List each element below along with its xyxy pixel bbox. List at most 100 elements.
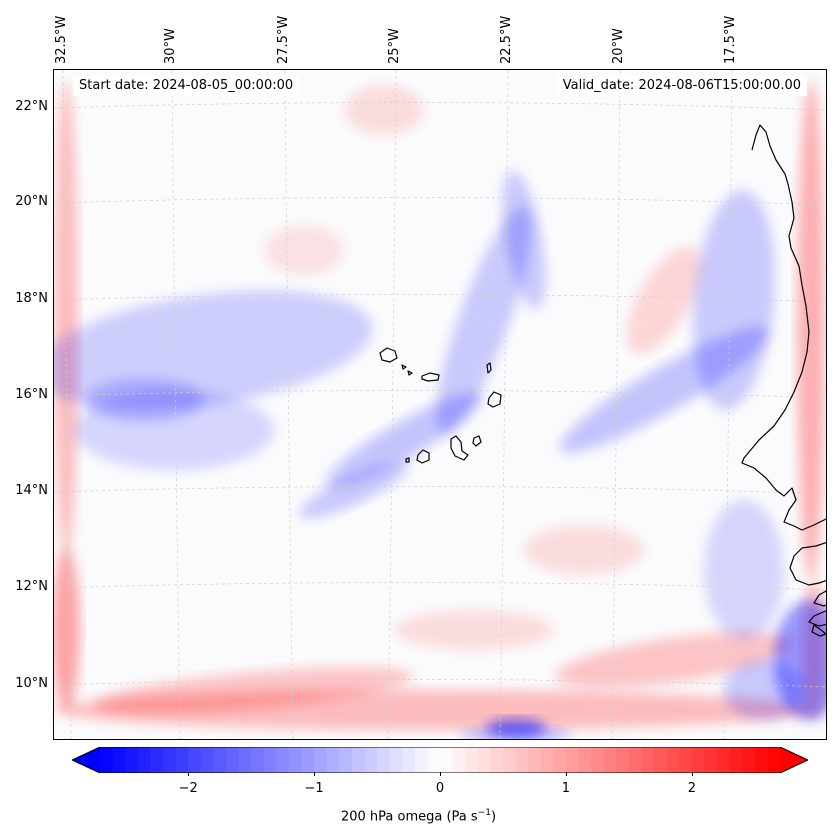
colorbar-segment <box>351 747 365 773</box>
omega-contour <box>54 80 78 560</box>
colorbar-segment <box>565 747 580 773</box>
colorbar-segment <box>666 747 680 773</box>
meridian-line <box>723 70 733 739</box>
lat-label: 14°N <box>15 483 48 498</box>
colorbar-segment <box>628 747 642 773</box>
colorbar-segment <box>100 747 114 773</box>
coastline <box>487 391 502 408</box>
lat-label: 10°N <box>15 676 48 691</box>
omega-contour <box>84 378 204 422</box>
meridian-line <box>387 70 397 739</box>
omega-contour <box>461 727 571 739</box>
colorbar-segment <box>578 747 592 773</box>
omega-contour <box>344 85 424 135</box>
coastline <box>741 124 826 531</box>
colorbar-segment <box>603 747 617 773</box>
colorbar-swatches <box>72 747 808 773</box>
omega-field-map <box>54 70 826 739</box>
coastline <box>813 590 826 607</box>
coastline <box>789 542 826 586</box>
colorbar-extend-high <box>780 747 808 773</box>
colorbar-segment <box>188 747 202 773</box>
omega-contour <box>54 290 373 410</box>
colorbar-segment <box>339 747 353 773</box>
colorbar-segment <box>251 747 265 773</box>
colorbar-segment <box>377 747 391 773</box>
colorbar-segment <box>490 747 504 773</box>
omega-contour <box>524 525 644 575</box>
graticule <box>54 70 826 739</box>
colorbar-segment <box>502 747 517 773</box>
lat-label: 16°N <box>15 387 48 402</box>
colorbar-segment <box>440 747 454 773</box>
parallel-line <box>54 486 826 495</box>
meridian-line <box>284 70 294 739</box>
omega-contour <box>555 632 793 688</box>
colorbar-segment <box>238 747 252 773</box>
start-date-label: Start date: 2024-08-05_00:00:00 <box>73 76 300 96</box>
omega-contour <box>54 550 80 710</box>
colorbar-segment <box>477 747 491 773</box>
parallel-line <box>54 294 826 303</box>
omega-contour <box>797 80 825 580</box>
colorbar-segment <box>616 747 630 773</box>
colorbar-segment <box>414 747 428 773</box>
meridian-line <box>499 70 509 739</box>
colorbar-segment <box>654 747 668 773</box>
coastline <box>811 624 826 637</box>
colorbar <box>72 747 808 773</box>
coastline <box>486 362 492 374</box>
omega-contour <box>394 610 554 650</box>
omega-contour <box>724 660 804 720</box>
lon-label: 30°W <box>163 28 178 64</box>
colorbar-segment <box>679 747 693 773</box>
lon-label: 20°W <box>611 28 626 64</box>
lat-label: 18°N <box>15 291 48 306</box>
colorbar-segment <box>427 747 441 773</box>
colorbar-segment <box>641 747 655 773</box>
coastline <box>450 435 469 461</box>
lon-label: 27.5°W <box>276 15 291 64</box>
colorbar-segment <box>465 747 479 773</box>
colorbar-tick-label: −1 <box>304 781 324 796</box>
coastline <box>808 610 826 627</box>
colorbar-segment <box>225 747 240 773</box>
colorbar-segment <box>515 747 529 773</box>
colorbar-segment <box>263 747 277 773</box>
coastline <box>401 364 407 370</box>
omega-contour <box>502 170 546 310</box>
meridian-line <box>611 70 621 739</box>
colorbar-label: 200 hPa omega (Pa s−1) <box>340 808 497 825</box>
omega-contour <box>264 225 344 275</box>
omega-contour <box>436 206 532 434</box>
colorbar-segment <box>200 747 214 773</box>
parallel-line <box>54 390 826 399</box>
colorbar-segment <box>402 747 416 773</box>
lat-label: 20°N <box>15 194 48 209</box>
coastline <box>405 457 410 463</box>
colorbar-tick-label: 0 <box>435 781 445 796</box>
colorbar-segment <box>276 747 290 773</box>
lat-label: 12°N <box>15 579 48 594</box>
colorbar-segment <box>754 747 768 773</box>
colorbar-segment <box>301 747 315 773</box>
colorbar-segment <box>213 747 227 773</box>
colorbar-segment <box>137 747 151 773</box>
omega-contour <box>704 500 784 640</box>
colorbar-segment <box>452 747 466 773</box>
lon-label: 25°W <box>387 28 402 64</box>
lat-label: 22°N <box>15 99 48 114</box>
omega-shading <box>54 80 826 739</box>
omega-contour <box>627 246 701 354</box>
colorbar-segment <box>717 747 731 773</box>
colorbar-segment <box>742 747 756 773</box>
colorbar-segment <box>704 747 718 773</box>
colorbar-tick-label: 2 <box>687 781 696 796</box>
colorbar-tick-label: 1 <box>561 781 571 796</box>
colorbar-segment <box>767 747 781 773</box>
parallel-line <box>54 679 826 688</box>
lon-label: 32.5°W <box>54 15 69 64</box>
colorbar-segment <box>288 747 302 773</box>
coastline <box>407 370 413 376</box>
omega-contour <box>325 392 483 488</box>
